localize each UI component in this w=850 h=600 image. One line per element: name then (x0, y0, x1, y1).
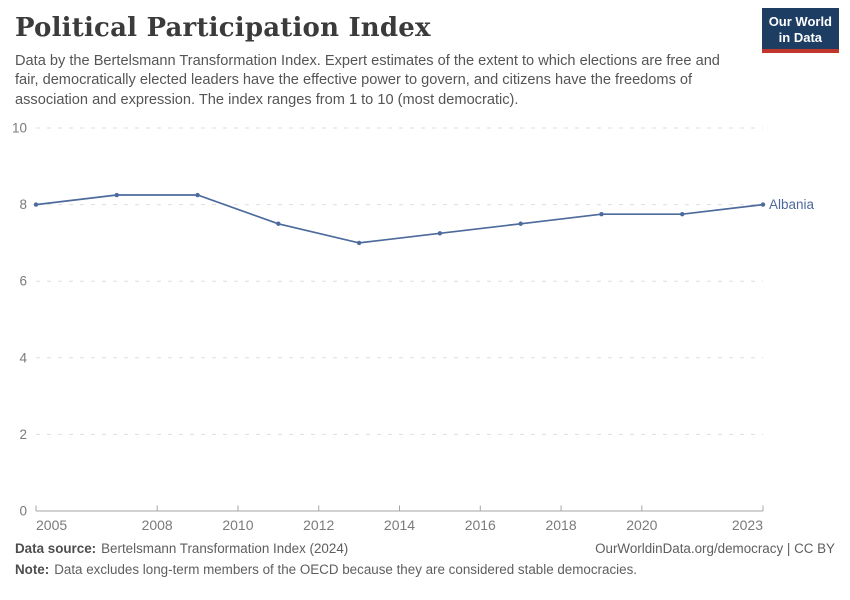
owid-logo: Our World in Data (761, 8, 839, 54)
chart-header: Political Participation Index Data by th… (15, 13, 755, 110)
x-axis-label-2023: 2023 (732, 517, 763, 533)
y-axis-label-8: 8 (19, 197, 27, 212)
x-axis-label-2012: 2012 (303, 517, 334, 533)
data-point-albania-2013[interactable] (356, 240, 362, 246)
data-point-albania-2023[interactable] (760, 202, 766, 207)
data-point-albania-2015[interactable] (437, 231, 443, 236)
chart-footer: Data source: Bertelsmann Transformation I… (15, 541, 835, 577)
x-axis-label-2014: 2014 (384, 517, 415, 533)
x-axis-label-2018: 2018 (545, 517, 576, 533)
data-point-albania-2017[interactable] (518, 221, 523, 226)
data-point-albania-2011[interactable] (276, 221, 281, 226)
data-source-line: Data source: Bertelsmann Transformation I… (15, 541, 348, 556)
y-axis-label-10: 10 (12, 121, 27, 136)
data-point-albania-2009[interactable] (195, 192, 200, 198)
x-axis-label-2010: 2010 (222, 517, 253, 533)
y-axis-label-6: 6 (19, 274, 27, 289)
chart-title: Political Participation Index (15, 13, 431, 43)
owid-logo-text-line1: Our World (768, 14, 832, 29)
x-axis-label-2016: 2016 (465, 517, 496, 533)
owid-democracy-link[interactable]: OurWorldinData.org/democracy | CC BY (595, 541, 835, 556)
series-label-albania[interactable]: Albania (769, 197, 815, 212)
data-point-albania-2019[interactable] (599, 211, 604, 217)
x-axis-label-2008: 2008 (142, 517, 173, 533)
owid-logo-text-line2: in Data (778, 29, 823, 45)
chart-subtitle: Data by the Bertelsmann Transformation I… (15, 53, 720, 108)
data-point-albania-2007[interactable] (114, 192, 119, 198)
data-source-text: Bertelsmann Transformation Index (2024) (101, 541, 349, 556)
note-text: Data excludes long-term members of the O… (54, 562, 637, 577)
data-point-albania-2005[interactable] (33, 202, 39, 207)
data-source-label: Data source: (15, 541, 97, 556)
x-axis-label-2020: 2020 (626, 517, 657, 533)
note-line: Note: Data excludes long-term members of … (15, 562, 835, 577)
series-line-albania[interactable] (35, 194, 764, 244)
y-axis-label-2: 2 (19, 427, 27, 442)
x-axis-label-2005: 2005 (36, 517, 67, 533)
y-axis-label-4: 4 (19, 350, 27, 365)
data-point-albania-2021[interactable] (680, 211, 685, 217)
y-axis-label-0: 0 (19, 504, 27, 519)
note-label: Note: (15, 562, 50, 577)
